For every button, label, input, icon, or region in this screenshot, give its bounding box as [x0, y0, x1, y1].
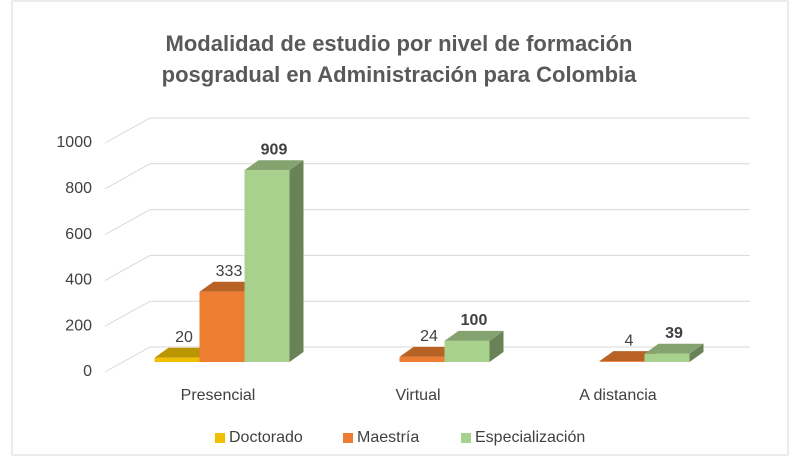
- legend-label: Doctorado: [229, 429, 303, 446]
- y-tick-label: 400: [65, 272, 92, 289]
- legend-swatch: [461, 433, 471, 443]
- data-label: 4: [625, 332, 634, 349]
- bar-side: [689, 343, 704, 362]
- data-label: 20: [175, 329, 193, 346]
- bar-top: [599, 351, 659, 362]
- legend-label: Especialización: [475, 429, 585, 446]
- bar: [644, 343, 704, 362]
- x-tick-label: Virtual: [395, 387, 440, 404]
- bar-front: [399, 356, 445, 362]
- x-tick-label: Presencial: [181, 387, 256, 404]
- bar-top: [199, 281, 259, 292]
- data-label: 24: [420, 328, 438, 345]
- y-tick-label: 0: [83, 363, 92, 380]
- legend-swatch: [215, 433, 225, 443]
- bar-top: [644, 343, 704, 354]
- grid-line: [104, 209, 750, 236]
- y-tick-label: 1000: [56, 134, 92, 151]
- bar-side: [489, 330, 504, 362]
- bar-front: [644, 353, 690, 362]
- x-tick-label: A distancia: [579, 387, 656, 404]
- y-tick-label: 600: [65, 226, 92, 243]
- chart-border: [11, 0, 789, 456]
- bar: [244, 160, 304, 362]
- grid-line: [104, 346, 750, 373]
- data-label: 39: [665, 325, 683, 342]
- bar-front: [444, 340, 490, 362]
- bar-front: [199, 291, 245, 362]
- bar-top: [244, 160, 304, 171]
- bar-front: [599, 361, 645, 362]
- data-label: 100: [461, 312, 488, 329]
- bar-front: [244, 170, 290, 362]
- bar-top: [399, 346, 459, 357]
- chart-title: Modalidad de estudio por nivel de formac…: [161, 31, 637, 87]
- bar-side: [289, 160, 304, 362]
- grid-line: [104, 254, 750, 281]
- grid-line: [104, 300, 750, 327]
- grid-line: [104, 117, 750, 144]
- grid-line: [104, 163, 750, 190]
- data-label: 333: [216, 263, 243, 280]
- bar: [444, 330, 504, 362]
- data-label: 909: [261, 141, 288, 158]
- legend-swatch: [343, 433, 353, 443]
- bar-top: [154, 347, 214, 358]
- bar-top: [444, 330, 504, 341]
- y-tick-label: 200: [65, 317, 92, 334]
- bar-front: [154, 357, 200, 362]
- legend-label: Maestría: [357, 429, 419, 446]
- y-tick-label: 800: [65, 180, 92, 197]
